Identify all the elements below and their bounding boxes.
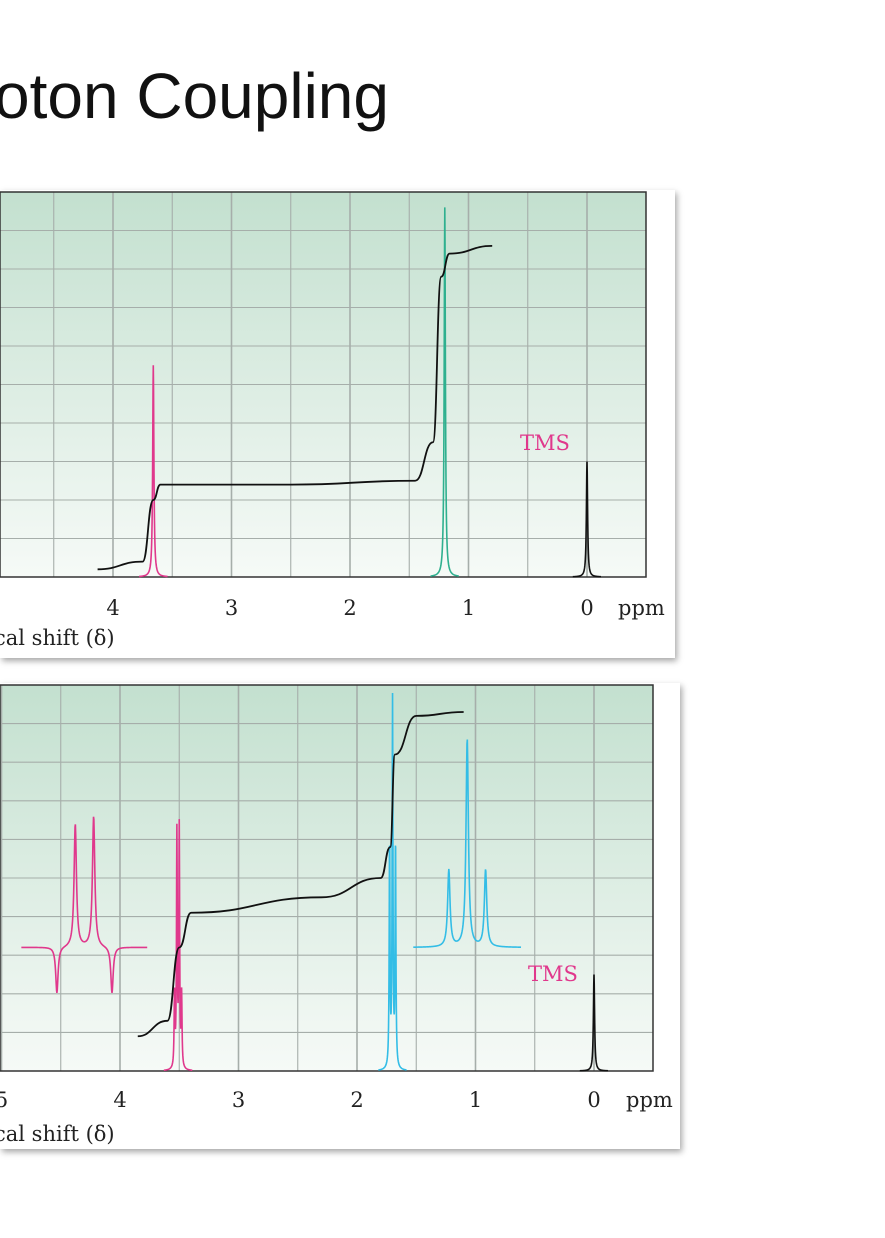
tick-label-0: 0 <box>580 596 593 620</box>
spectrum-peak-singlet <box>579 974 609 1072</box>
tick-label-3: 3 <box>225 596 238 620</box>
integral-curve <box>97 245 493 571</box>
nmr-spectrum-top: 5 4 3 2 1 0 ppm cal shift (δ) TMS <box>0 190 675 658</box>
tick-label-4: 4 <box>106 596 119 620</box>
spectrum-bottom-svg: 5 4 3 2 1 0 ppm cal shift (δ) TMS <box>0 684 673 1146</box>
nmr-spectrum-bottom: 5 4 3 2 1 0 ppm cal shift (δ) TMS <box>0 683 680 1149</box>
integral-curve <box>137 711 464 1038</box>
x-axis-title: cal shift (δ) <box>0 1122 115 1146</box>
tick-label-0: 0 <box>587 1088 600 1112</box>
tms-annotation: TMS <box>528 962 578 986</box>
tick-label-2: 2 <box>350 1088 363 1112</box>
tick-label-4: 4 <box>113 1088 126 1112</box>
ppm-unit-label: ppm <box>618 596 665 620</box>
tick-label-1: 1 <box>462 596 475 620</box>
tick-label-2: 2 <box>343 596 356 620</box>
x-axis-title: cal shift (δ) <box>0 626 115 650</box>
tick-label-3: 3 <box>232 1088 245 1112</box>
tms-annotation: TMS <box>520 431 570 455</box>
slide-title: oton Coupling <box>0 60 389 132</box>
spectrum-peak-triplet <box>378 692 407 1071</box>
inset-multiplet <box>21 816 148 994</box>
plot-border <box>0 684 654 1072</box>
spectrum-peak-singlet <box>139 365 168 578</box>
tick-label-5: 5 <box>0 596 1 620</box>
spectrum-peak-quartet <box>163 819 193 1072</box>
tick-label-1: 1 <box>469 1088 482 1112</box>
spectrum-peak-singlet <box>430 207 459 577</box>
ppm-unit-label: ppm <box>626 1088 673 1112</box>
spectrum-top-svg: 5 4 3 2 1 0 ppm cal shift (δ) TMS <box>0 191 665 650</box>
plot-border <box>0 191 647 578</box>
tick-label-5: 5 <box>0 1088 8 1112</box>
inset-multiplet <box>413 739 522 948</box>
spectrum-peak-singlet <box>572 461 602 578</box>
